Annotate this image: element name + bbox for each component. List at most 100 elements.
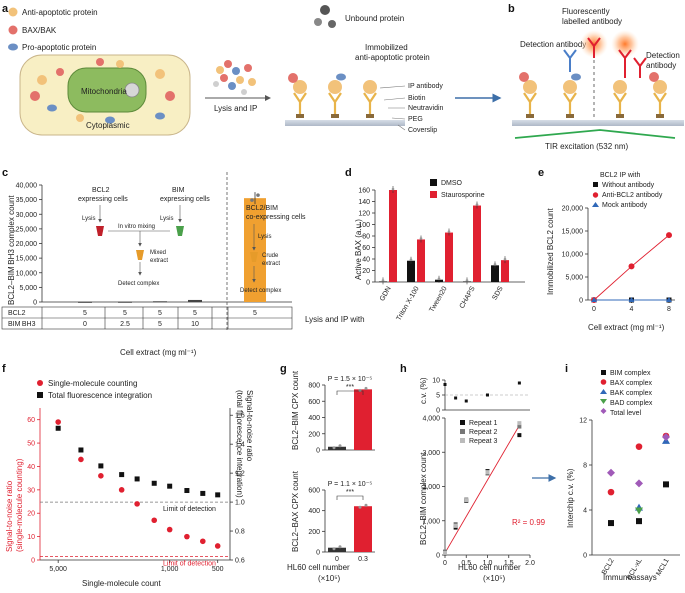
- g-top-bar: [328, 446, 346, 450]
- b-captured-protein: [563, 80, 577, 94]
- panel-i-label: i: [565, 363, 568, 375]
- f-point-sm: [151, 517, 158, 524]
- b-captured-protein: [613, 80, 627, 94]
- g-top-ytick-label: 0: [316, 448, 320, 455]
- f-ytick-left-label: 20: [27, 511, 35, 518]
- h-point: [485, 470, 490, 475]
- f-ylabel-left: Signal-to-noise ratio(single-molecule co…: [5, 458, 24, 552]
- f-point-sm: [98, 473, 104, 479]
- pro-apoptotic-icon: [8, 43, 18, 51]
- d-point: [381, 279, 385, 282]
- c-bar: [153, 301, 167, 303]
- d-ylabel: Active BAX (a.u.): [354, 219, 363, 280]
- e-ytick-label: 0: [579, 298, 583, 305]
- cytoplasmic-label: Cytoplasmic: [86, 121, 130, 130]
- h-xtick-label: 2.0: [525, 560, 535, 567]
- g-xtick-label: 0: [335, 556, 339, 563]
- detection-label-2: Detection antibody: [646, 51, 680, 70]
- f-ytick-right-label: 0.6: [235, 558, 245, 565]
- d-bar: [445, 232, 453, 282]
- cell-proteins: [30, 58, 175, 124]
- e-ytick-label: 5,000: [565, 275, 583, 282]
- c-ytick-label: 40,000: [16, 183, 38, 190]
- h-cv-label: c.v. (%): [419, 377, 428, 404]
- d-bar: [417, 239, 425, 282]
- b-fluor-ab-1: [587, 37, 601, 58]
- panel-b: b Fluorescently labelled antibody Detecti…: [508, 3, 684, 151]
- d-legend-dmso-swatch: [430, 179, 437, 186]
- g-bottom-bar: [354, 506, 372, 552]
- i-legend-bim: BIM complex: [610, 370, 651, 377]
- i-xlabel: Immunoassays: [603, 573, 657, 582]
- i-point: [607, 488, 615, 496]
- legend-anti: Anti-apoptotic protein: [22, 8, 98, 17]
- panel-h: h c.v. (%) BCL2–BIM complex count 0 5 10 0 1…: [400, 363, 557, 583]
- f-legend: Single-molecule counting Total fluoresce…: [37, 379, 152, 400]
- b-detection-ab-2: [633, 57, 647, 78]
- d-bars: GDN Triton X-100 Tween20 CHAPS SDS: [379, 186, 509, 322]
- f-point-tf: [78, 447, 84, 453]
- i-legend-bak: BAK complex: [610, 390, 653, 397]
- d-ytick-label: 160: [358, 188, 370, 195]
- e-legend-title: BCL2 IP with: [600, 172, 640, 179]
- h-r2: R² = 0.99: [512, 518, 546, 527]
- f-lod-red-label: Limit of detection: [163, 560, 216, 567]
- e-point: [628, 297, 635, 302]
- h-cv-point: [486, 393, 489, 397]
- h-cv-ytick-label: 5: [436, 393, 440, 400]
- f-point-sm: [166, 526, 173, 533]
- h-cv-point: [443, 383, 447, 386]
- b-bound-pro: [571, 73, 581, 81]
- e-legend-mock: Mock antibody: [602, 202, 648, 209]
- i-ytick-label: 0: [583, 553, 587, 560]
- panel-a-antibodies: [288, 73, 377, 118]
- f-ytick-left-label: 30: [27, 487, 35, 494]
- f-ytick-right-label: 0.8: [235, 529, 245, 536]
- f-point-tf: [55, 425, 61, 431]
- b-captured-protein: [653, 80, 667, 94]
- d-ytick-label: 20: [362, 268, 370, 275]
- a-bound-pro: [336, 73, 346, 81]
- f-point-tf: [167, 483, 173, 489]
- coverslip: [285, 120, 405, 126]
- i-ytick-label: 12: [579, 418, 587, 425]
- f-legend-sm: Single-molecule counting: [48, 379, 137, 388]
- h-legend: Repeat 1 Repeat 2 Repeat 3: [460, 420, 498, 445]
- d-ytick-label: 60: [362, 245, 370, 252]
- c-bars: [78, 192, 266, 303]
- fluor-glow-1: [580, 30, 608, 58]
- panel-d: d Active BAX (a.u.) 0 20 40 60 80 100 120 140 16…: [305, 167, 525, 324]
- g-top-pvalue: P = 1.5 × 10⁻⁵: [328, 376, 373, 383]
- tube-orange: [136, 250, 144, 260]
- d-ytick-label: 140: [358, 199, 370, 206]
- d-bar: [473, 205, 481, 282]
- f-point-sm: [214, 543, 221, 549]
- h-ytick-label: 4,000: [422, 416, 440, 423]
- h-xlabel-1: HL60 cell number: [458, 563, 521, 572]
- i-point: [636, 518, 642, 525]
- layer-biotin: Biotin: [408, 95, 426, 102]
- e-ytick-label: 20,000: [562, 206, 584, 213]
- a-ip-neutravidin: [296, 114, 304, 118]
- g-bottom-point: [332, 547, 336, 551]
- fluor-label: Fluorescently labelled antibody: [562, 7, 622, 26]
- h-legend-2: Repeat 2: [469, 429, 498, 436]
- i-point: [662, 432, 670, 441]
- b-ip-neutravidin: [656, 114, 664, 118]
- f-xtick-label: 5,000: [49, 566, 67, 573]
- f-point-tf: [200, 490, 206, 496]
- g-top-sig: ***: [346, 384, 354, 391]
- d-ytick-label: 120: [358, 211, 370, 218]
- panel-b-label: b: [508, 3, 515, 15]
- a-ip-antibody: [363, 92, 377, 114]
- fluor-glow-2: [611, 30, 639, 58]
- e-ytick-label: 15,000: [562, 229, 584, 236]
- panel-f: f Single-molecule counting Total fluores…: [2, 363, 254, 588]
- g-top-point: [332, 446, 336, 450]
- d-point: [493, 263, 497, 266]
- b-bound-bax: [519, 72, 529, 82]
- g-bottom-bracket: [336, 495, 364, 500]
- d-ytick-label: 40: [362, 257, 370, 264]
- mitochondria-label: Mitochondria: [81, 87, 127, 96]
